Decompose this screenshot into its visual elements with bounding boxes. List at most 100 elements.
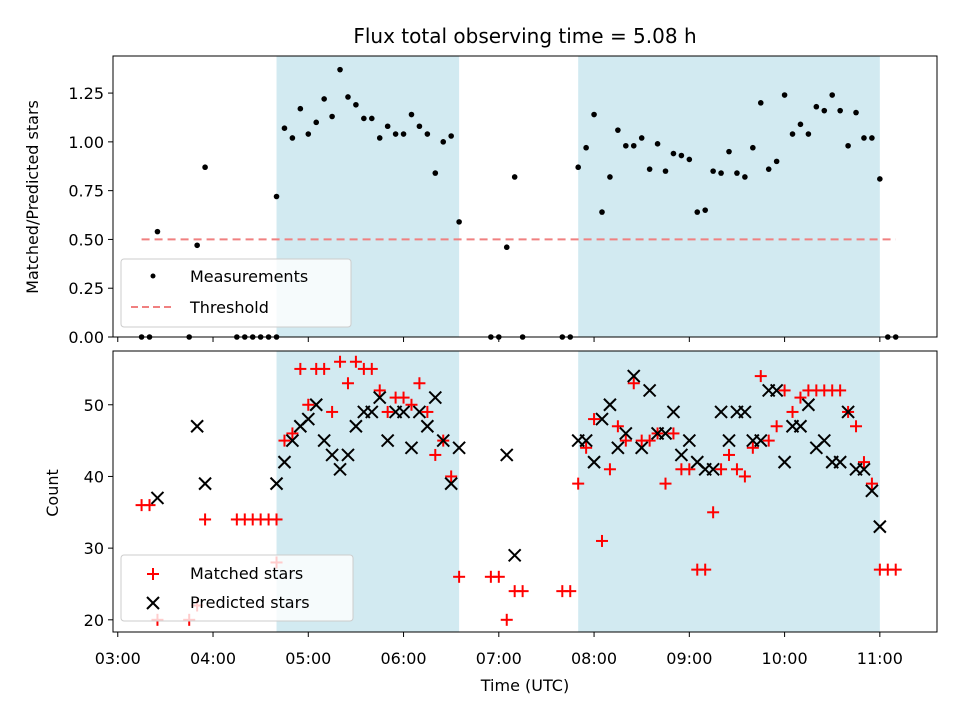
x-tick-label: 03:00 — [95, 649, 141, 668]
predicted-star-point — [595, 412, 609, 426]
count-legend-box — [120, 554, 354, 622]
matched-star-point — [667, 427, 680, 440]
count-x-ticks: 03:00 04:00 05:00 06:00 07:00 08:00 09:00 10:00… — [95, 632, 903, 668]
matched-star-point — [373, 384, 386, 397]
predicted-star-point — [428, 390, 443, 405]
matched-star-point — [492, 570, 505, 583]
measurement-point — [853, 109, 859, 116]
x-tick-label: 09:00 — [666, 649, 712, 668]
predicted-star-point — [507, 548, 522, 563]
matched-star-point — [699, 563, 712, 576]
predicted-star-point — [817, 433, 831, 448]
measurement-point — [829, 92, 836, 98]
matched-star-point — [445, 470, 458, 483]
measurement-point — [194, 242, 200, 249]
measurement-point — [869, 135, 875, 141]
predicted-star-point — [325, 448, 339, 462]
matched-star-point — [707, 506, 720, 519]
predicted-star-point — [865, 484, 879, 498]
measurement-point — [321, 96, 327, 102]
matched-star-point — [405, 398, 418, 411]
measurement-point — [805, 131, 812, 137]
count-y-ticks: 20 30 40 50 — [84, 396, 113, 630]
measurement-point — [400, 131, 407, 137]
matched-star-point — [730, 463, 743, 476]
count-panel-frame — [112, 350, 938, 633]
predicted-star-point — [579, 433, 593, 448]
predicted-star-point — [190, 419, 204, 433]
predicted-star-point — [666, 405, 681, 419]
measurement-point — [313, 119, 320, 126]
matched-star-point — [754, 370, 767, 383]
matched-star-point — [413, 377, 426, 390]
observing-interval-2 — [578, 351, 880, 632]
legend-threshold-label: Threshold — [189, 298, 269, 317]
predicted-star-point — [682, 433, 697, 448]
predicted-star-point — [198, 476, 212, 491]
predicted-star-point — [412, 405, 427, 419]
predicted-star-point — [277, 455, 292, 469]
measurement-point — [345, 94, 351, 100]
measurement-point — [202, 164, 208, 171]
legend-measurements-marker — [150, 273, 156, 279]
matched-star-point — [302, 398, 315, 411]
ratio-y-tick-label: 1.25 — [68, 84, 104, 103]
measurement-point — [416, 123, 423, 130]
predicted-star-point — [373, 390, 387, 405]
measurement-point — [686, 156, 693, 163]
predicted-stars-series — [150, 369, 887, 563]
x-tick-label: 07:00 — [476, 649, 522, 668]
measurements-series — [138, 66, 899, 340]
count-y-tick-label: 30 — [84, 539, 104, 558]
x-tick-label: 08:00 — [571, 649, 617, 668]
predicted-star-point — [674, 448, 689, 462]
matched-star-point — [326, 405, 339, 418]
x-tick-label: 06:00 — [380, 649, 426, 668]
matched-star-point — [516, 585, 529, 598]
predicted-star-point — [404, 441, 419, 455]
ratio-y-tick-label: 0.00 — [68, 328, 104, 347]
predicted-star-point — [587, 455, 601, 469]
matched-star-point — [580, 441, 593, 454]
matched-star-point — [865, 477, 878, 490]
measurement-point — [305, 131, 312, 137]
legend-matched-label: Matched stars — [190, 564, 303, 583]
predicted-star-point — [722, 433, 736, 448]
x-axis-label: Time (UTC) — [480, 676, 569, 695]
measurement-point — [368, 115, 375, 122]
matched-star-point — [659, 477, 672, 490]
measurement-point — [408, 111, 415, 118]
predicted-star-point — [777, 455, 792, 469]
predicted-star-point — [738, 405, 752, 419]
measurement-point — [456, 219, 462, 225]
matched-star-point — [500, 613, 513, 626]
predicted-star-point — [706, 462, 720, 476]
matched-star-point — [611, 420, 624, 433]
matched-star-point — [143, 499, 156, 512]
legend-predicted-label: Predicted stars — [190, 593, 310, 612]
observing-interval-2 — [578, 56, 880, 337]
measurement-point — [678, 152, 685, 159]
measurement-point — [337, 66, 343, 73]
predicted-star-point — [833, 455, 847, 469]
legend-measurements-label: Measurements — [190, 267, 308, 286]
measurement-point — [662, 168, 669, 174]
ratio-panel-frame — [112, 55, 938, 338]
predicted-star-point — [627, 369, 641, 383]
matched-star-point — [572, 477, 585, 490]
predicted-star-point — [436, 433, 450, 448]
measurement-point — [154, 228, 161, 235]
predicted-star-point — [769, 383, 784, 398]
measurement-point — [511, 174, 518, 180]
ratio-y-tick-label: 0.75 — [68, 182, 104, 201]
measurement-point — [877, 176, 883, 182]
predicted-star-point — [380, 433, 395, 448]
measurement-point — [591, 111, 597, 118]
measurement-point — [710, 168, 716, 174]
matched-star-point — [429, 448, 442, 461]
matched-star-point — [381, 405, 394, 418]
measurement-point — [289, 135, 296, 141]
ratio-y-tick-label: 0.50 — [68, 230, 104, 249]
ratio-y-axis-label: Matched/Predicted stars — [23, 100, 42, 294]
